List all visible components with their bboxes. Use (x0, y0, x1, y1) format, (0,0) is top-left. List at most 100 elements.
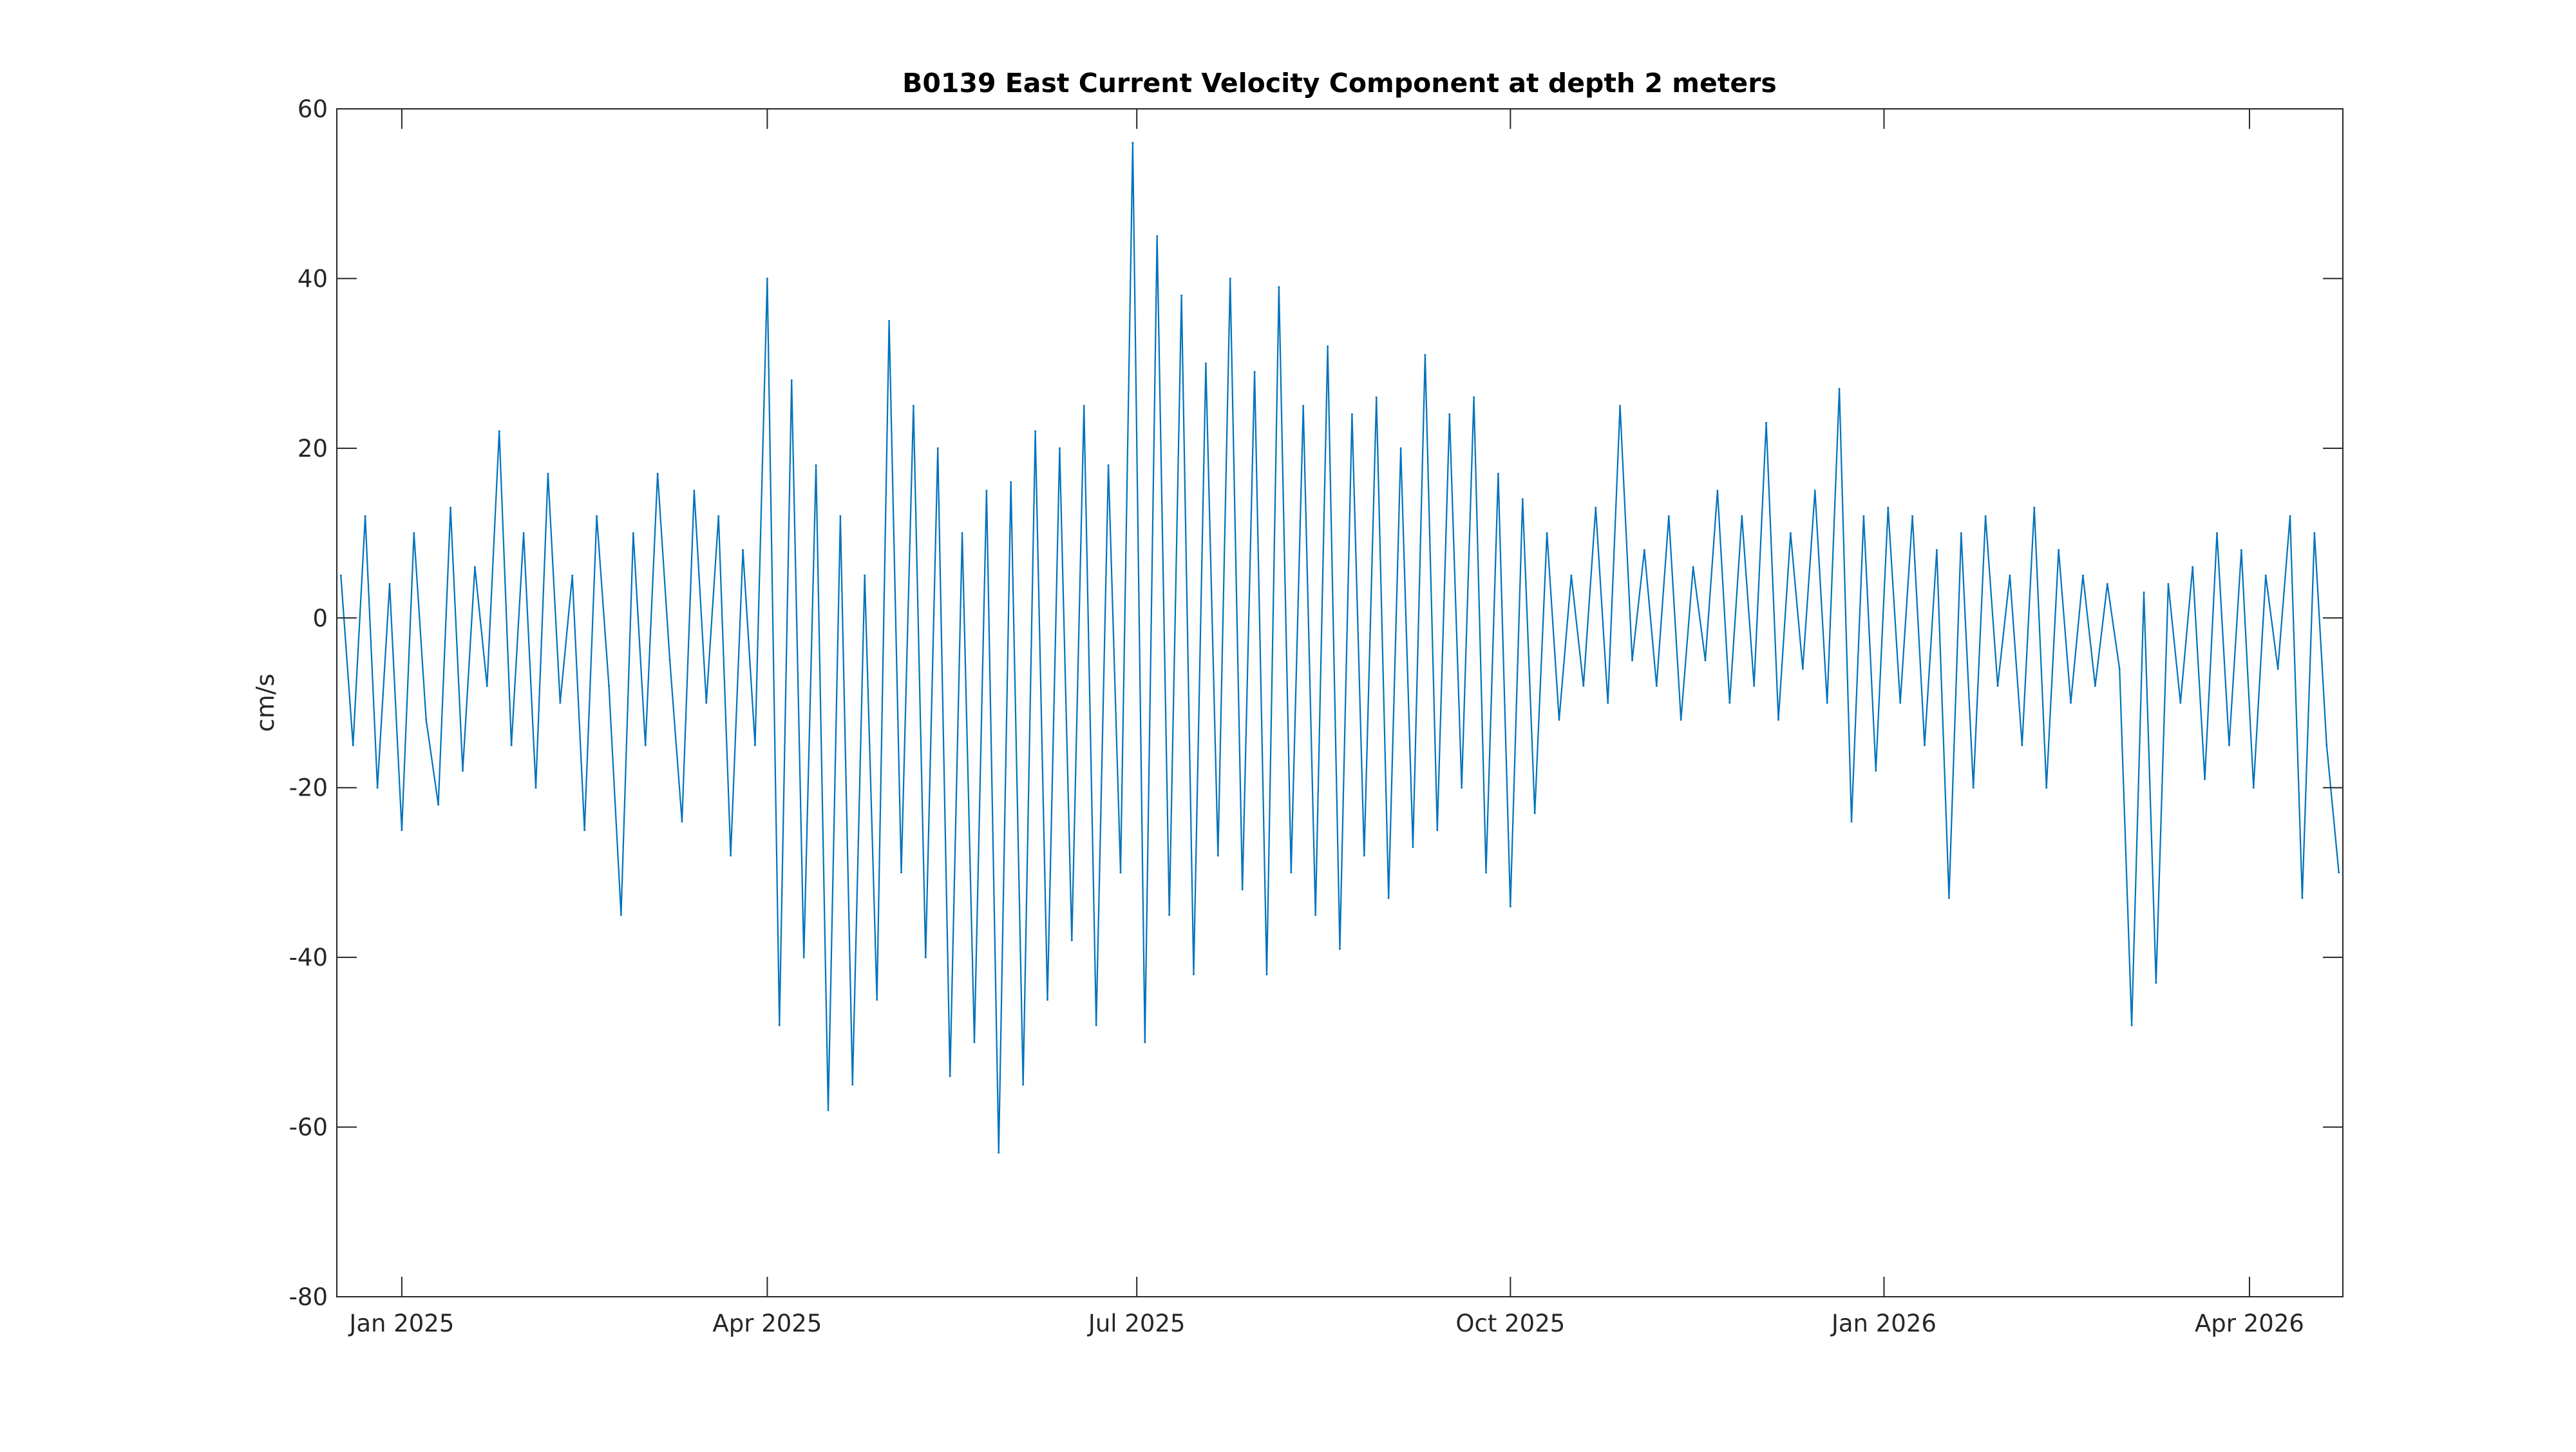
data-point (1741, 515, 1743, 517)
data-point (437, 803, 440, 806)
data-point (1436, 829, 1439, 832)
data-point (1314, 913, 1317, 916)
data-point (1826, 702, 1828, 704)
y-axis-label: cm/s (251, 674, 279, 732)
data-point (2204, 778, 2206, 781)
data-point (1327, 345, 1329, 348)
data-point (973, 1041, 976, 1044)
data-point (1204, 362, 1207, 365)
data-point (1789, 532, 1792, 535)
data-point (1899, 702, 1902, 704)
data-point (1972, 787, 1975, 789)
data-point (1156, 235, 1159, 238)
data-point (1984, 515, 1987, 517)
data-point (1753, 685, 1756, 687)
data-point (425, 718, 428, 721)
chart-title: B0139 East Current Velocity Component at… (902, 68, 1777, 99)
data-point (2167, 583, 2170, 586)
data-point (1217, 854, 1219, 857)
data-point (339, 574, 342, 577)
data-point (2338, 871, 2340, 874)
data-point (839, 515, 842, 517)
data-point (596, 515, 598, 517)
data-point (2289, 515, 2291, 517)
data-point (1947, 897, 1950, 899)
data-point (717, 515, 720, 517)
data-point (802, 956, 805, 959)
data-point (2325, 744, 2328, 747)
data-point (1996, 685, 1999, 687)
data-point (1850, 820, 1853, 823)
data-point (364, 515, 366, 517)
data-point (1570, 574, 1573, 577)
data-point (985, 490, 988, 492)
data-point (1595, 506, 1597, 509)
data-point (1533, 812, 1536, 814)
data-point (2009, 574, 2011, 577)
data-point (1448, 413, 1451, 416)
data-point (522, 532, 525, 535)
data-point (620, 913, 622, 916)
axes-box (336, 108, 2344, 1297)
y-tick-label: -40 (289, 944, 328, 971)
data-point (1631, 659, 1634, 662)
data-point (583, 829, 586, 832)
data-point (2216, 532, 2219, 535)
data-point (1473, 396, 1475, 399)
data-point (1887, 506, 1889, 509)
data-point (1278, 286, 1280, 289)
data-point (2240, 549, 2242, 551)
x-tick-label: Jan 2025 (348, 1310, 454, 1337)
x-tick-label: Apr 2025 (712, 1310, 822, 1337)
data-point (876, 998, 878, 1001)
data-point (413, 532, 415, 535)
data-point (510, 744, 513, 747)
data-point (473, 566, 476, 568)
data-point (1083, 405, 1085, 407)
x-tick-label: Oct 2025 (1455, 1310, 1565, 1337)
y-tick-label: -80 (289, 1283, 328, 1311)
data-point (1034, 430, 1037, 433)
data-point (1521, 498, 1524, 501)
data-point (1412, 846, 1414, 848)
data-point (656, 472, 659, 475)
x-tick-label: Jul 2025 (1087, 1310, 1186, 1337)
data-point (1058, 447, 1061, 450)
y-tick-label: -20 (289, 774, 328, 802)
data-point (1302, 405, 1305, 407)
data-point (961, 532, 963, 535)
data-point (1119, 871, 1122, 874)
data-point (1911, 515, 1914, 517)
data-point (1546, 532, 1548, 535)
data-point (1667, 515, 1670, 517)
data-point (1765, 421, 1768, 424)
data-point (388, 583, 391, 586)
data-point (668, 659, 671, 662)
data-point (1497, 472, 1499, 475)
data-point (1399, 447, 1402, 450)
data-point (1643, 549, 1645, 551)
data-point (1241, 888, 1244, 891)
data-point (1704, 659, 1707, 662)
y-tick-label: 0 (312, 604, 328, 632)
x-tick-label: Jan 2026 (1830, 1310, 1937, 1337)
data-point (1350, 413, 1353, 416)
data-point (2081, 574, 2084, 577)
data-point (1607, 702, 1609, 704)
data-point (1838, 388, 1841, 390)
data-point (1692, 566, 1694, 568)
data-point (2106, 583, 2108, 586)
data-point (1875, 769, 1877, 772)
data-point (766, 277, 768, 280)
data-point (1339, 948, 1341, 950)
data-point (1655, 685, 1658, 687)
data-point (535, 787, 537, 789)
data-point (1010, 481, 1012, 484)
data-point (1424, 354, 1426, 356)
data-point (1387, 897, 1390, 899)
data-point (2228, 744, 2230, 747)
data-point (778, 1024, 781, 1027)
data-point (912, 405, 914, 407)
data-point (1485, 871, 1488, 874)
